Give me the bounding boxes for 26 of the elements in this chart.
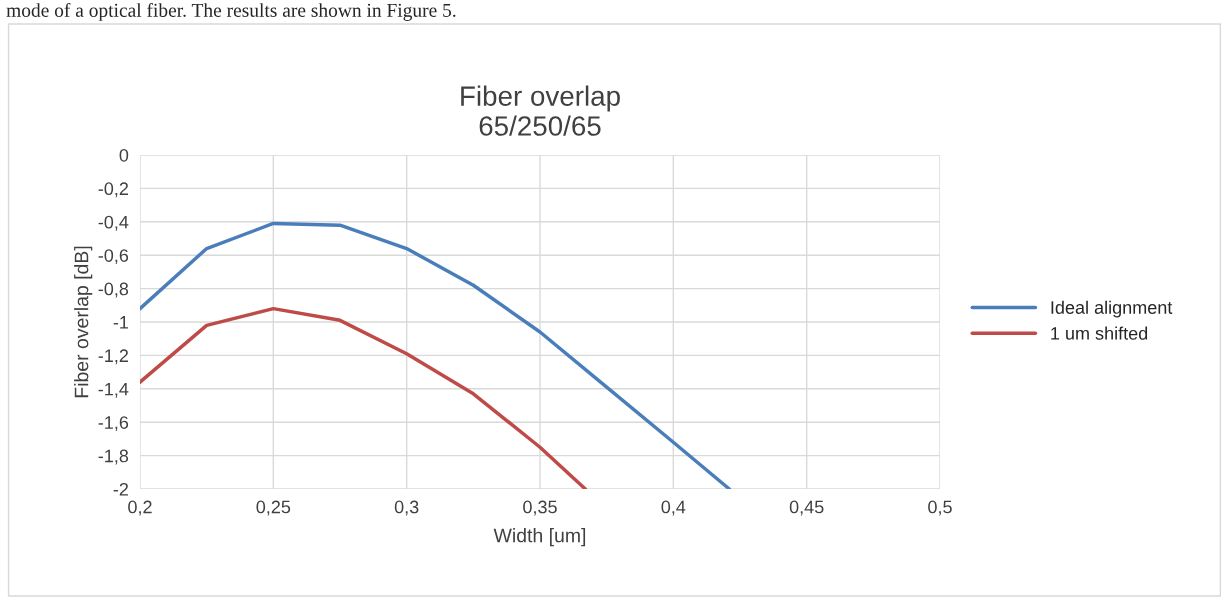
y-tick-label: -1,4 bbox=[98, 382, 129, 398]
y-tick-label: -1 bbox=[113, 316, 129, 329]
line-series bbox=[140, 306, 588, 489]
x-axis-title: Width [um] bbox=[493, 528, 586, 547]
legend-label: 1 um shifted bbox=[1051, 326, 1148, 340]
x-tick-label: 0,45 bbox=[789, 500, 824, 516]
x-tick-label: 0,3 bbox=[394, 500, 419, 516]
y-tick-label: 0 bbox=[119, 148, 129, 162]
chart-title: Fiber overlap 65/250/65 bbox=[461, 85, 620, 136]
line-series bbox=[140, 221, 732, 489]
y-tick-label: -0,4 bbox=[98, 215, 129, 231]
x-tick-label: 0,25 bbox=[256, 500, 291, 516]
y-tick-label: -1,6 bbox=[98, 416, 129, 432]
y-tick-label: -1,2 bbox=[98, 349, 128, 365]
y-tick-label: -2 bbox=[113, 482, 128, 496]
y-axis-title: Fiber overlap [dB] bbox=[74, 246, 93, 398]
x-tick-label: 0,5 bbox=[928, 500, 952, 516]
y-tick-label: -1,8 bbox=[98, 449, 129, 465]
y-tick-label: -0,8 bbox=[98, 282, 129, 298]
x-tick-label: 0,4 bbox=[661, 500, 686, 516]
y-tick-label: -0,2 bbox=[98, 182, 128, 198]
legend-label: Ideal alignment bbox=[1051, 300, 1173, 318]
y-tick-label: -0,6 bbox=[98, 249, 129, 265]
text: mode of a optical fiber. The results are shown in Figure 5. bbox=[6, 3, 456, 21]
x-tick-label: 0,35 bbox=[523, 500, 557, 516]
x-tick-label: 0,2 bbox=[128, 500, 152, 516]
